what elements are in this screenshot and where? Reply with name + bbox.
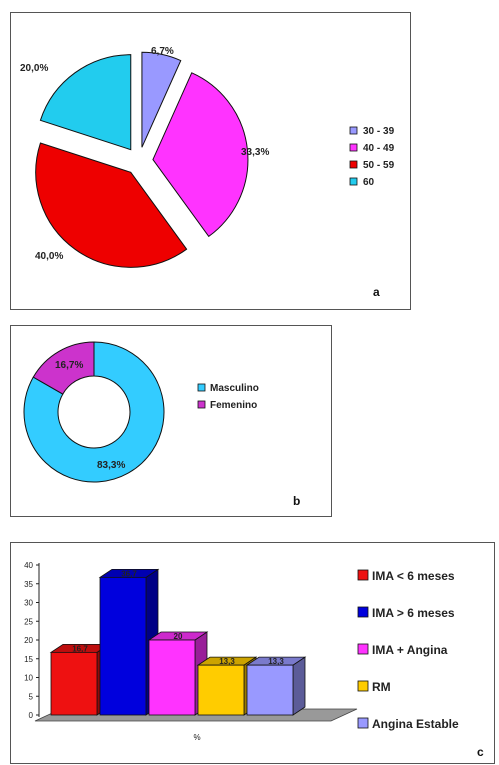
bar-value-label-rm: 13,3 <box>219 657 235 666</box>
legend-swatch-60 <box>349 177 358 186</box>
legend-label-ima-6-meses: IMA < 6 meses <box>372 569 455 583</box>
donut-value-label-femenino: 16,7% <box>55 360 83 371</box>
y-tick-label: 15 <box>24 655 33 664</box>
legend-label-ima-angina: IMA + Angina <box>372 643 448 657</box>
y-tick-label: 5 <box>29 692 34 701</box>
legend-swatch-50-59 <box>349 160 358 169</box>
legend-swatch-angina-estable <box>357 717 369 729</box>
donut-slice-masculino <box>23 341 165 483</box>
donut-value-label-masculino: 83,3% <box>97 460 125 471</box>
y-tick-label: 40 <box>24 561 33 570</box>
y-tick-label: 10 <box>24 674 33 683</box>
y-tick-label: 30 <box>24 599 33 608</box>
legend-swatch-ima-6-meses <box>357 606 369 618</box>
y-tick-label: 20 <box>24 636 33 645</box>
y-tick-label: 25 <box>24 617 33 626</box>
legend-label-femenino: Femenino <box>210 400 257 411</box>
legend-swatch-40-49 <box>349 143 358 152</box>
bar-angina-estable <box>245 656 307 716</box>
pie-slice-30-39 <box>141 51 182 148</box>
panel-letter-c: c <box>477 745 484 759</box>
bar-chart-condition: 0 5 10 15 20 25 30 35 40 16,7 36,7 20 13,3 13,3% IMA <… <box>24 561 459 742</box>
pie-value-label-50-59: 40,0% <box>35 251 63 262</box>
legend-label-30-39: 30 - 39 <box>363 126 395 137</box>
panel-b-sex-donut: 83,3% 16,7% Masculino Femenino b <box>10 325 332 517</box>
legend-label-angina-estable: Angina Estable <box>372 717 459 731</box>
bar-value-label-angina-estable: 13,3 <box>268 657 284 666</box>
legend-swatch-ima-6-meses <box>357 569 369 581</box>
pie-chart-age: 6,7% 33,3% 40,0% 20,0% 30 - 39 40 - 49 50 - 59… <box>20 46 395 268</box>
pie-slice-40-49 <box>152 72 249 238</box>
donut-slice-femenino <box>32 341 95 395</box>
bar-value-label-ima-angina: 20 <box>174 632 183 641</box>
legend-label-masculino: Masculino <box>210 383 259 394</box>
x-axis-label: % <box>193 733 200 742</box>
y-tick-label: 35 <box>24 580 33 589</box>
donut-chart-sex: 83,3% 16,7% Masculino Femenino <box>23 341 259 483</box>
bar-value-label-ima-6-meses: 16,7 <box>72 644 88 653</box>
legend-label-40-49: 40 - 49 <box>363 143 395 154</box>
legend-label-ima-6-meses: IMA > 6 meses <box>372 606 455 620</box>
pie-value-label-60: 20,0% <box>20 63 48 74</box>
panel-letter-b: b <box>293 494 301 508</box>
panel-letter-a: a <box>373 285 380 299</box>
legend-swatch-ima-angina <box>357 643 369 655</box>
legend-label-50-59: 50 - 59 <box>363 160 395 171</box>
legend-label-rm: RM <box>372 680 391 694</box>
legend-swatch-masculino <box>197 383 206 392</box>
legend-swatch-femenino <box>197 400 206 409</box>
pie-slice-50-59 <box>35 142 188 268</box>
pie-value-label-30-39: 6,7% <box>151 46 174 57</box>
panel-c-condition-bars: 0 5 10 15 20 25 30 35 40 16,7 36,7 20 13,3 13,3% IMA <… <box>10 542 495 764</box>
legend-swatch-rm <box>357 680 369 692</box>
panel-a-age-pie: 6,7% 33,3% 40,0% 20,0% 30 - 39 40 - 49 50 - 59… <box>10 12 411 310</box>
legend-label-60: 60 <box>363 177 375 188</box>
pie-value-label-40-49: 33,3% <box>241 147 269 158</box>
y-tick-label: 0 <box>29 711 34 720</box>
legend-swatch-30-39 <box>349 126 358 135</box>
pie-slice-60 <box>39 54 132 151</box>
bar-value-label-ima-6-meses: 36,7 <box>121 569 137 578</box>
